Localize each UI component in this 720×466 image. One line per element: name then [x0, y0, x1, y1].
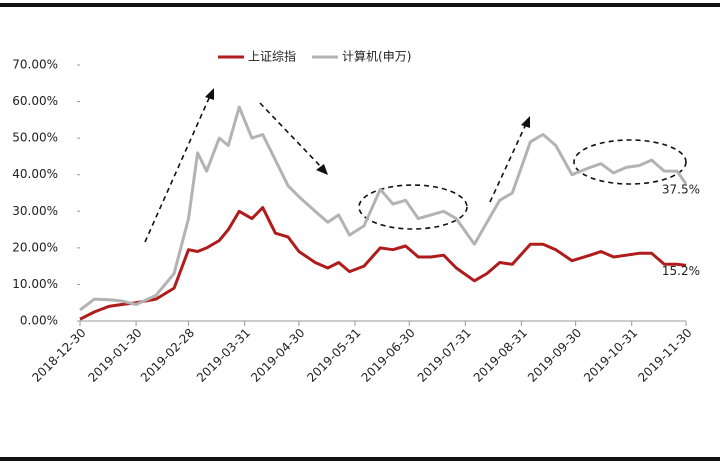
y-tick-label: 50.00% [12, 131, 58, 145]
legend-label: 计算机(申万) [342, 49, 411, 64]
arrowhead [205, 88, 214, 100]
y-tick-label: 60.00% [12, 94, 58, 108]
y-tick-label: 20.00% [12, 240, 58, 254]
arrowheads [205, 88, 530, 175]
highlight-ellipse [358, 184, 468, 230]
top-border [0, 3, 720, 7]
annotations [144, 95, 687, 243]
arrow [259, 102, 324, 170]
arrowhead [316, 164, 328, 175]
y-tick-label: 40.00% [12, 167, 58, 181]
data-label: 15.2% [662, 264, 700, 278]
y-tick-label: 30.00% [12, 204, 58, 218]
legend-label: 上证综指 [248, 49, 296, 64]
y-tick-label: 0.00% [20, 314, 58, 328]
bottom-border [0, 457, 720, 461]
y-tick-label: 70.00% [12, 58, 58, 72]
line-series [79, 206, 687, 321]
highlight-ellipse [573, 139, 687, 185]
line-series [79, 105, 688, 312]
data-label: 37.5% [662, 182, 700, 196]
y-tick-label: 10.00% [12, 277, 58, 291]
arrowhead [521, 116, 530, 128]
